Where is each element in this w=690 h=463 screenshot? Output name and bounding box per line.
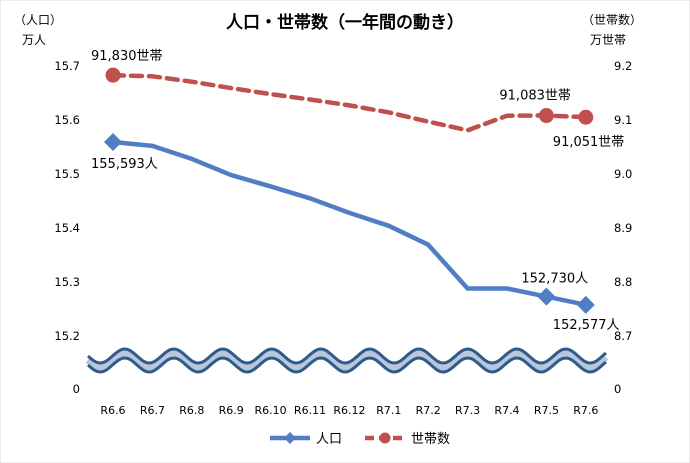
data-label: 152,730人: [521, 272, 588, 287]
left-axis-tick: 15.3: [54, 275, 80, 289]
population-point-marker: [104, 132, 122, 151]
left-axis-tick: 15.7: [54, 59, 80, 73]
x-axis-tick: R7.6: [573, 404, 598, 417]
right-axis-ticks: 9.2 9.1 9.0 8.9 8.8 8.7: [614, 59, 632, 343]
x-axis-tick: R7.1: [376, 404, 401, 417]
legend-population-marker: [284, 432, 296, 444]
population-point-marker: [576, 295, 595, 314]
x-axis-tick: R6.6: [100, 404, 125, 417]
left-axis-ticks: 15.7 15.6 15.5 15.4 15.3 15.2: [54, 59, 80, 343]
x-axis-ticks: R6.6 R6.7 R6.8 R6.9 R6.10 R6.11 R6.12 R7.1 R7.2 R…: [100, 404, 598, 417]
series-line-population: [110, 139, 589, 308]
legend-population-label: 人口: [316, 432, 342, 447]
left-axis-label-line2: 万人: [22, 33, 46, 47]
right-axis-tick: 8.7: [614, 329, 632, 343]
right-axis-zero-label: 0: [614, 382, 621, 396]
axis-break-wave-top: [86, 347, 607, 365]
x-axis-tick: R7.2: [416, 404, 441, 417]
legend-households-marker: [379, 432, 391, 444]
data-label: 155,593人: [91, 157, 158, 172]
right-axis-tick: 8.8: [614, 275, 632, 289]
left-axis-zero-label: 0: [73, 382, 80, 396]
axis-break-band-fill: [85, 349, 609, 371]
left-axis-tick: 15.2: [54, 329, 80, 343]
right-axis-tick: 9.0: [614, 167, 632, 181]
x-axis-tick: R6.7: [140, 404, 165, 417]
left-axis-tick: 15.5: [54, 167, 80, 181]
households-point-marker: [105, 67, 121, 83]
x-axis-tick: R6.11: [294, 404, 326, 417]
series-layer: [104, 67, 595, 314]
right-axis-tick: 9.2: [614, 59, 632, 73]
right-axis-label-line1: （世帯数）: [582, 12, 642, 27]
left-axis-tick: 15.4: [54, 221, 80, 235]
data-label: 91,830世帯: [91, 49, 163, 64]
households-point-marker: [538, 108, 554, 124]
x-axis-tick: R6.10: [255, 404, 287, 417]
left-axis-label-line1: （人口）: [14, 13, 62, 27]
x-axis-tick: R6.9: [219, 404, 244, 417]
x-axis-tick: R6.12: [333, 404, 365, 417]
legend: 人口 世帯数: [270, 432, 450, 447]
x-axis-tick: R7.3: [455, 404, 480, 417]
x-axis-tick: R6.8: [179, 404, 204, 417]
households-point-marker: [578, 109, 594, 125]
right-axis-label-line2: 万世帯: [590, 33, 626, 47]
series-line-households: [110, 72, 589, 133]
axis-break-wave-bottom: [86, 356, 607, 374]
data-label: 91,083世帯: [499, 89, 571, 104]
chart-title: 人口・世帯数（一年間の動き）: [226, 12, 464, 33]
left-axis-tick: 15.6: [54, 113, 80, 127]
right-axis-tick: 9.1: [614, 113, 632, 127]
axis-break-wave: [85, 347, 609, 374]
x-axis-tick: R7.5: [534, 404, 559, 417]
x-axis-tick: R7.4: [494, 404, 519, 417]
right-axis-tick: 8.9: [614, 221, 632, 235]
data-labels: 155,593人 152,730人 152,577人 91,830世帯 91,083世帯…: [91, 49, 624, 333]
data-label: 91,051世帯: [553, 135, 625, 150]
data-label: 152,577人: [553, 318, 620, 333]
population-point-marker: [537, 287, 556, 306]
legend-households-label: 世帯数: [411, 432, 450, 447]
